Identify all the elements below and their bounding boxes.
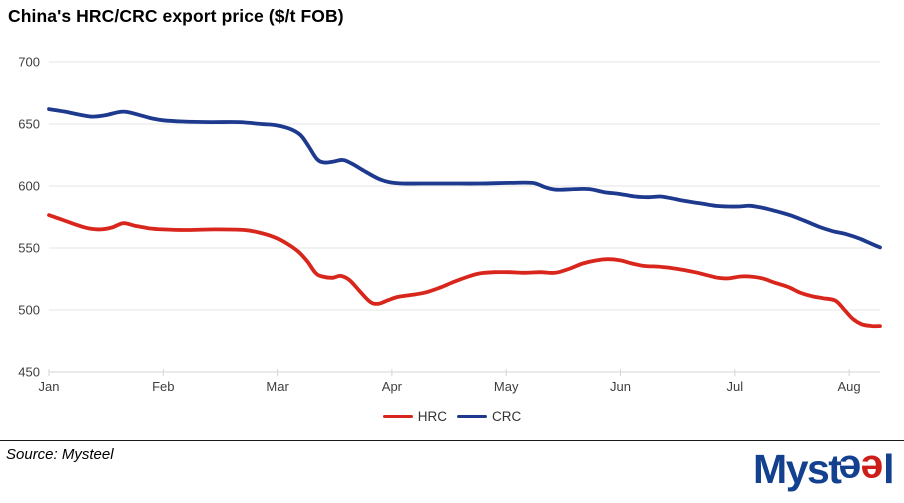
x-tick-label-Aug: Aug	[838, 379, 861, 394]
logo-text-l: l	[883, 446, 894, 492]
logo-text-e2: e	[861, 447, 884, 493]
legend-item-hrc[interactable]: HRC	[382, 409, 447, 424]
hrc-line-swatch	[382, 414, 413, 419]
logo-text-e1: e	[840, 447, 862, 493]
source-note: Source: Mysteel	[6, 446, 114, 463]
crc-line-swatch	[457, 414, 487, 419]
legend-item-crc[interactable]: CRC	[457, 409, 521, 424]
x-tick-label-Jul: Jul	[726, 379, 743, 394]
footer-divider	[0, 440, 904, 441]
price-chart: 450 500 550 600 650 700 Jan Feb Mar Apr May Jun Jul A…	[18, 55, 882, 394]
chart-title: China's HRC/CRC export price ($/t FOB)	[8, 6, 344, 26]
series-line-crc	[47, 107, 882, 250]
x-tick-label-Mar: Mar	[266, 379, 289, 394]
x-tick-label-Jan: Jan	[39, 379, 60, 394]
y-tick-label-500: 500	[18, 303, 40, 318]
y-tick-label-650: 650	[18, 117, 40, 132]
y-tick-label-600: 600	[18, 179, 40, 194]
mysteel-logo: Mysteel	[753, 446, 894, 493]
x-tick-label-Apr: Apr	[382, 379, 403, 394]
legend-label-crc: CRC	[492, 409, 522, 424]
x-tick-label-Jun: Jun	[610, 379, 631, 394]
chart-legend: HRC CRC	[0, 409, 904, 424]
y-tick-label-700: 700	[18, 55, 40, 70]
series-line-hrc	[47, 213, 882, 329]
y-tick-label-450: 450	[18, 365, 40, 380]
logo-text-myst: Myst	[753, 446, 842, 492]
y-tick-label-550: 550	[18, 241, 40, 256]
x-tick-label-May: May	[494, 379, 519, 394]
x-tick-label-Feb: Feb	[152, 379, 174, 394]
legend-label-hrc: HRC	[417, 409, 447, 424]
